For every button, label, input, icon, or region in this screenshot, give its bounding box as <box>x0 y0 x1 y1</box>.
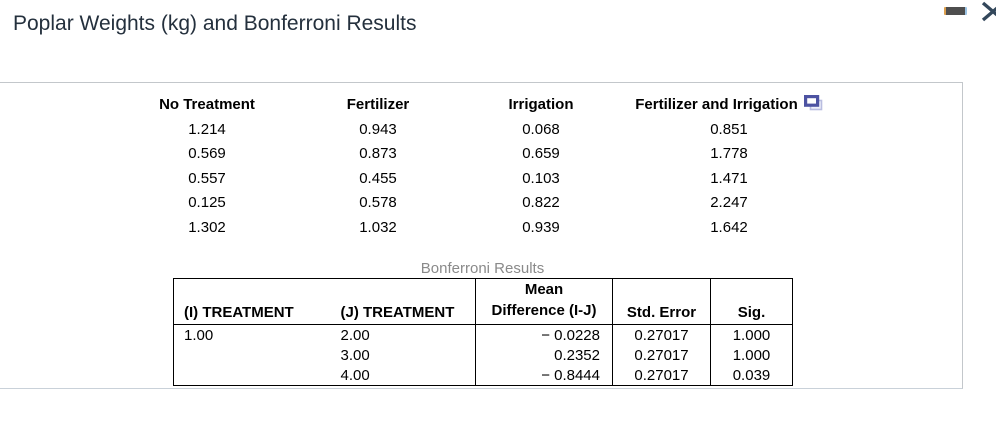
weights-cell: 0.569 <box>188 145 226 163</box>
bonferroni-cell: 0.27017 <box>612 324 711 345</box>
weights-cell: 1.302 <box>188 218 226 236</box>
weights-cell: 0.125 <box>188 194 226 212</box>
weights-cell: 1.778 <box>710 145 748 163</box>
bonferroni-cell: 0.039 <box>710 365 793 386</box>
bonferroni-cell: 1.000 <box>710 345 793 365</box>
bonferroni-cell <box>174 365 331 386</box>
bonferroni-cell: 2.00 <box>340 326 370 344</box>
weights-cell: 1.642 <box>710 218 748 236</box>
weights-cell: 1.214 <box>188 120 226 138</box>
bonferroni-cell: 4.00 <box>340 366 370 384</box>
bonferroni-column-header: Std. Error <box>612 278 711 325</box>
bonferroni-header-row: (I) TREATMENT (J) TREATMENT Mean Differe… <box>173 278 793 325</box>
bonferroni-column-header: (I) TREATMENT <box>173 278 331 325</box>
bonferroni-cell: 3.00 <box>340 346 370 364</box>
bonferroni-column-header: (J) TREATMENT <box>330 278 476 325</box>
weights-cell: 0.557 <box>188 169 226 187</box>
page-title: Poplar Weights (kg) and Bonferroni Resul… <box>13 12 417 35</box>
weights-column-header-label: Fertilizer and Irrigation <box>635 95 798 113</box>
table-row: 0.557 0.455 0.103 1.471 <box>131 166 849 191</box>
weights-table: No Treatment Fertilizer Irrigation Ferti… <box>131 92 849 240</box>
table-row: 3.00 0.2352 0.27017 1.000 <box>174 345 793 365</box>
weights-header-row: No Treatment Fertilizer Irrigation Ferti… <box>131 92 849 117</box>
close-icon <box>981 1 996 22</box>
bonferroni-cell: 0.2352 <box>475 345 613 365</box>
bonferroni-cell: 1.00 <box>184 326 214 344</box>
bonferroni-cell: 0.27017 <box>612 345 711 365</box>
table-row: 1.214 0.943 0.068 0.851 <box>131 117 849 142</box>
weights-column-header: Irrigation <box>508 96 574 113</box>
results-card: No Treatment Fertilizer Irrigation Ferti… <box>0 82 963 389</box>
bonferroni-column-header: Sig. <box>710 278 793 325</box>
weights-cell: 0.578 <box>359 194 397 212</box>
table-row: 4.00 − 0.8444 0.27017 0.039 <box>174 365 793 386</box>
table-row: 1.302 1.032 0.939 1.642 <box>131 215 849 240</box>
weights-cell: 0.943 <box>359 120 397 138</box>
bonferroni-table: (I) TREATMENT (J) TREATMENT Mean Differe… <box>173 278 793 386</box>
weights-cell: 0.455 <box>359 169 397 187</box>
weights-cell: 1.471 <box>710 169 748 187</box>
weights-cell: 2.247 <box>710 194 748 212</box>
weights-cell: 0.851 <box>710 120 748 138</box>
table-row: 0.125 0.578 0.822 2.247 <box>131 191 849 216</box>
weights-cell: 0.068 <box>522 120 560 138</box>
bonferroni-column-header: Mean Difference (I-J) <box>475 278 613 325</box>
weights-cell: 0.822 <box>522 194 560 212</box>
weights-column-header: Fertilizer <box>346 96 410 113</box>
bonferroni-cell: 0.27017 <box>612 365 711 386</box>
bonferroni-caption: Bonferroni Results <box>420 260 545 277</box>
copy-icon[interactable] <box>803 94 823 115</box>
weights-cell: 0.873 <box>359 145 397 163</box>
minimize-button[interactable] <box>944 7 967 15</box>
bonferroni-cell: 1.000 <box>710 324 793 345</box>
close-button[interactable] <box>981 1 996 22</box>
weights-cell: 0.659 <box>522 145 560 163</box>
bonferroni-cell: − 0.8444 <box>475 365 613 386</box>
bonferroni-cell <box>174 345 331 365</box>
table-row: 1.00 2.00 − 0.0228 0.27017 1.000 <box>174 324 793 345</box>
weights-cell: 1.032 <box>359 218 397 236</box>
table-row: 0.569 0.873 0.659 1.778 <box>131 142 849 167</box>
bonferroni-cell: − 0.0228 <box>475 324 613 345</box>
weights-cell: 0.939 <box>522 218 560 236</box>
weights-column-header: Fertilizer and Irrigation <box>609 92 849 117</box>
weights-cell: 0.103 <box>522 169 560 187</box>
weights-column-header: No Treatment <box>159 96 255 113</box>
